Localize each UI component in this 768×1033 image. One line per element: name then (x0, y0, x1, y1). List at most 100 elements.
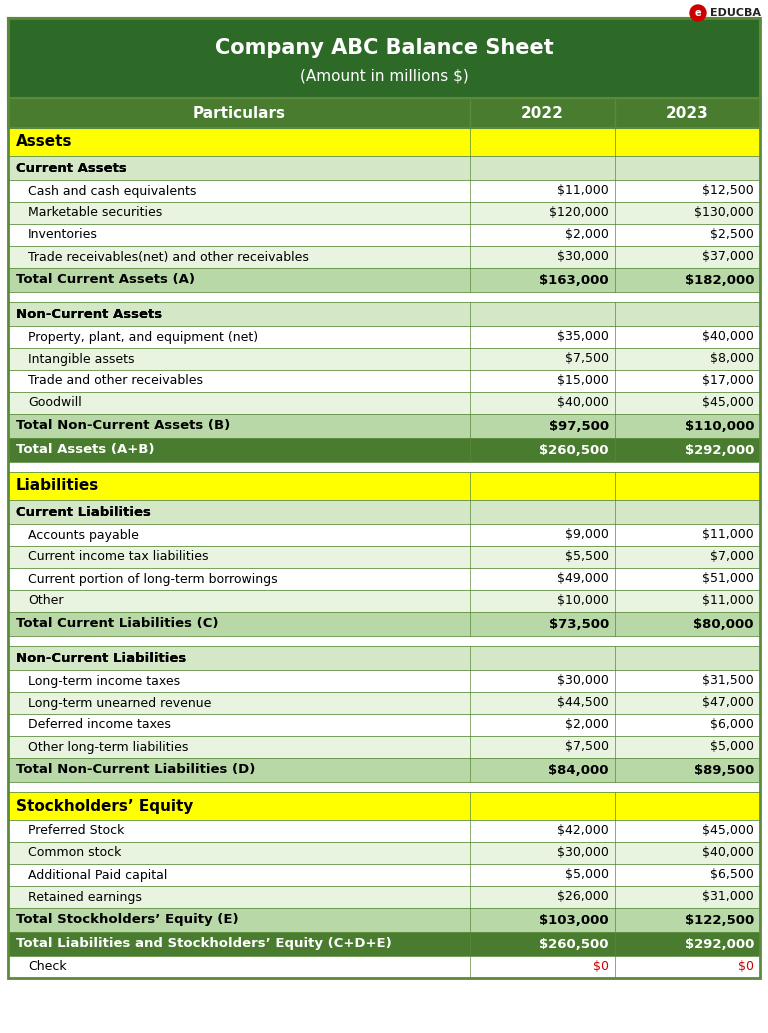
Text: Stockholders’ Equity: Stockholders’ Equity (16, 799, 194, 814)
Text: Trade receivables(net) and other receivables: Trade receivables(net) and other receiva… (28, 250, 309, 263)
Text: $6,500: $6,500 (710, 869, 754, 881)
Text: $49,000: $49,000 (557, 572, 609, 586)
Text: $130,000: $130,000 (694, 207, 754, 219)
Text: $120,000: $120,000 (549, 207, 609, 219)
Text: Non-Current Liabilities: Non-Current Liabilities (16, 652, 187, 664)
Bar (8, 348, 760, 370)
Text: Total Non-Current Liabilities (D): Total Non-Current Liabilities (D) (16, 763, 256, 777)
Text: (Amount in millions $): (Amount in millions $) (300, 68, 468, 83)
Text: $35,000: $35,000 (557, 331, 609, 344)
Text: $31,500: $31,500 (702, 675, 754, 688)
Bar (8, 714, 760, 735)
Bar (8, 956, 760, 978)
Text: $7,000: $7,000 (710, 551, 754, 563)
Text: $11,000: $11,000 (557, 185, 609, 197)
Bar (8, 326, 760, 348)
Bar (8, 782, 760, 792)
Bar (8, 392, 760, 414)
Bar (8, 128, 760, 156)
Bar (8, 792, 760, 820)
Bar (8, 546, 760, 568)
Text: $11,000: $11,000 (702, 595, 754, 607)
Text: $42,000: $42,000 (557, 824, 609, 838)
Text: Cash and cash equivalents: Cash and cash equivalents (28, 185, 197, 197)
Text: $44,500: $44,500 (557, 696, 609, 710)
Text: $103,000: $103,000 (539, 913, 609, 927)
Bar (8, 18, 760, 128)
Text: $6,000: $6,000 (710, 719, 754, 731)
Bar (8, 820, 760, 842)
Text: Current Liabilities: Current Liabilities (16, 505, 151, 519)
Text: $37,000: $37,000 (702, 250, 754, 263)
Text: 2023: 2023 (666, 105, 709, 121)
Text: Total Assets (A+B): Total Assets (A+B) (16, 443, 154, 457)
Text: $2,500: $2,500 (710, 228, 754, 242)
Text: $9,000: $9,000 (565, 529, 609, 541)
Bar (8, 202, 760, 224)
Text: Intangible assets: Intangible assets (28, 352, 134, 366)
Text: e: e (695, 8, 701, 18)
Text: Deferred income taxes: Deferred income taxes (28, 719, 170, 731)
Bar (8, 98, 760, 128)
Text: Accounts payable: Accounts payable (28, 529, 139, 541)
Text: $2,000: $2,000 (565, 719, 609, 731)
Bar (8, 758, 760, 782)
Text: Non-Current Assets: Non-Current Assets (16, 308, 162, 320)
Text: $15,000: $15,000 (557, 375, 609, 387)
Text: Retained earnings: Retained earnings (28, 890, 142, 904)
Bar (8, 864, 760, 886)
Text: Check: Check (28, 961, 67, 973)
Text: $26,000: $26,000 (557, 890, 609, 904)
Text: Other: Other (28, 595, 64, 607)
Text: $80,000: $80,000 (694, 618, 754, 630)
Text: $40,000: $40,000 (702, 331, 754, 344)
Bar (8, 735, 760, 758)
Text: Current Liabilities: Current Liabilities (16, 505, 151, 519)
Text: $40,000: $40,000 (702, 846, 754, 859)
Text: Other long-term liabilities: Other long-term liabilities (28, 741, 188, 753)
Text: Company ABC Balance Sheet: Company ABC Balance Sheet (214, 38, 554, 59)
Text: Current income tax liabilities: Current income tax liabilities (28, 551, 208, 563)
Text: $5,500: $5,500 (565, 551, 609, 563)
Text: $51,000: $51,000 (702, 572, 754, 586)
Text: Property, plant, and equipment (net): Property, plant, and equipment (net) (28, 331, 258, 344)
Circle shape (690, 5, 706, 21)
Text: Total Current Liabilities (C): Total Current Liabilities (C) (16, 618, 219, 630)
Text: Non-Current Liabilities: Non-Current Liabilities (16, 652, 187, 664)
Text: $31,000: $31,000 (702, 890, 754, 904)
Bar (8, 692, 760, 714)
Text: Assets: Assets (16, 134, 72, 150)
Text: $260,500: $260,500 (539, 443, 609, 457)
Bar (8, 842, 760, 864)
Text: $30,000: $30,000 (557, 846, 609, 859)
Text: Goodwill: Goodwill (28, 397, 81, 409)
Bar (8, 568, 760, 590)
Text: $110,000: $110,000 (684, 419, 754, 433)
Bar (8, 636, 760, 646)
Text: Current Assets: Current Assets (16, 161, 127, 175)
Text: $47,000: $47,000 (702, 696, 754, 710)
Text: $7,500: $7,500 (565, 741, 609, 753)
Text: $292,000: $292,000 (684, 443, 754, 457)
Text: Common stock: Common stock (28, 846, 121, 859)
Text: Liabilities: Liabilities (16, 478, 99, 494)
Text: Trade and other receivables: Trade and other receivables (28, 375, 203, 387)
Bar (8, 932, 760, 956)
Text: $7,500: $7,500 (565, 352, 609, 366)
Bar (8, 370, 760, 392)
Text: Additional Paid capital: Additional Paid capital (28, 869, 167, 881)
Bar (8, 612, 760, 636)
Text: $122,500: $122,500 (685, 913, 754, 927)
Text: $30,000: $30,000 (557, 675, 609, 688)
Bar (8, 590, 760, 612)
Bar (8, 500, 760, 524)
Text: Particulars: Particulars (193, 105, 286, 121)
Text: Total Non-Current Assets (B): Total Non-Current Assets (B) (16, 419, 230, 433)
Text: Inventories: Inventories (28, 228, 98, 242)
Text: $10,000: $10,000 (557, 595, 609, 607)
Bar (8, 472, 760, 500)
Text: $292,000: $292,000 (684, 938, 754, 950)
Bar (8, 886, 760, 908)
Bar (8, 224, 760, 246)
Bar (8, 18, 760, 98)
